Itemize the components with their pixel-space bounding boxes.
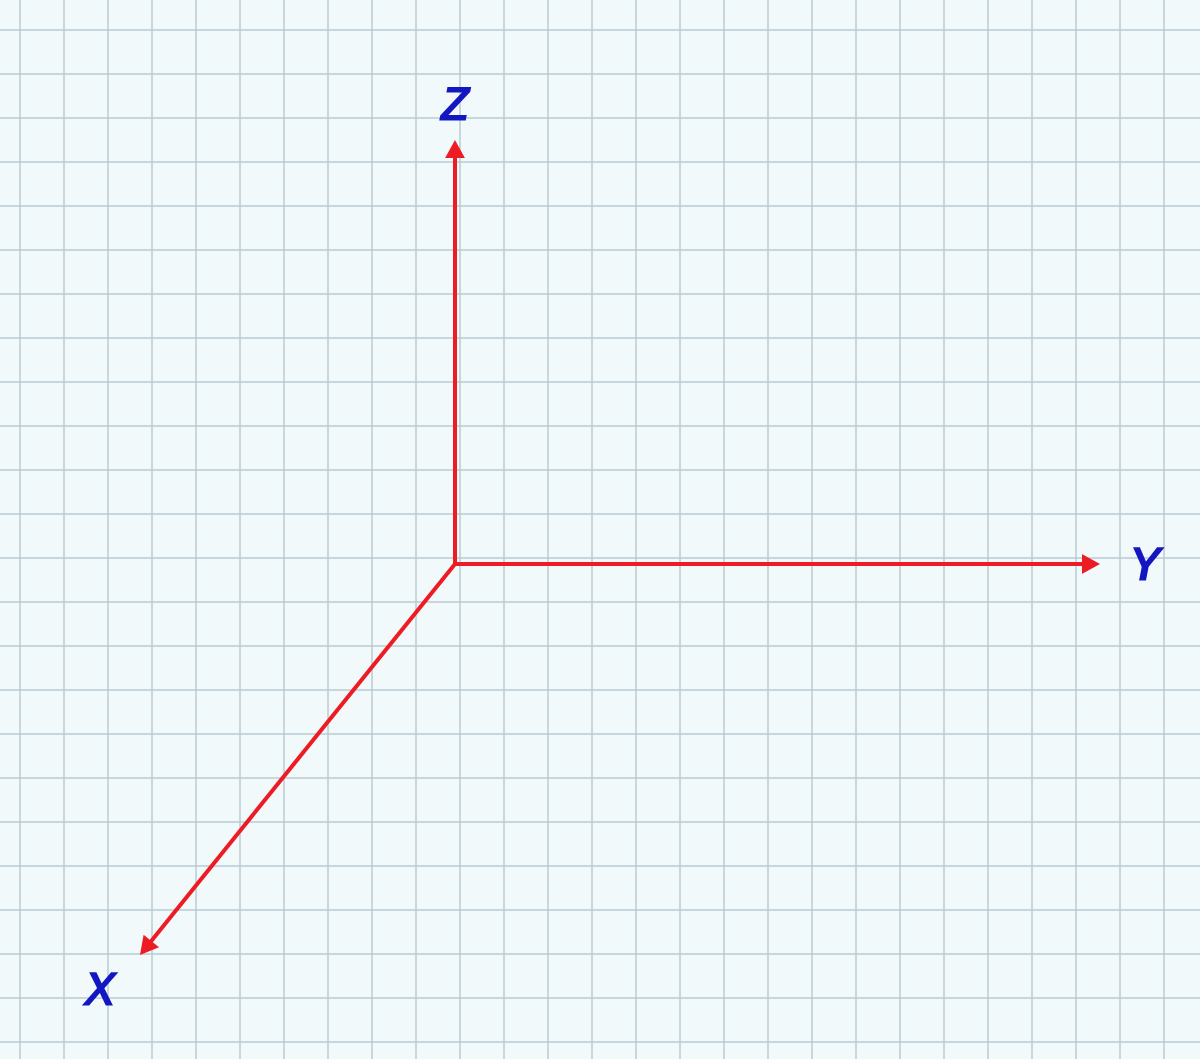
z-axis-label: Z [440,78,469,133]
grid-background [0,0,1200,1059]
diagram-svg [0,0,1200,1059]
x-axis-label: X [84,963,116,1018]
y-axis-label: Y [1129,538,1161,593]
coordinate-diagram: Z Y X [0,0,1200,1059]
